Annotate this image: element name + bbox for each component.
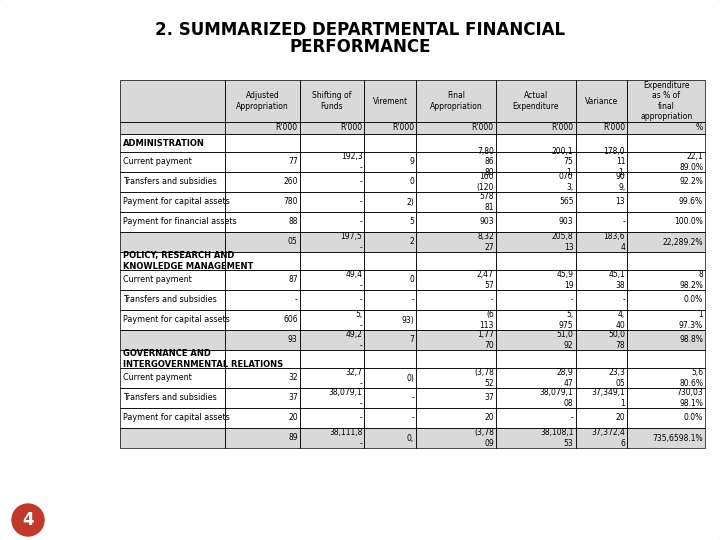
Bar bbox=[416, 350, 496, 368]
Text: -: - bbox=[411, 295, 414, 305]
Bar bbox=[627, 290, 705, 310]
Text: 565: 565 bbox=[559, 198, 574, 206]
Bar bbox=[225, 428, 300, 448]
Bar bbox=[120, 80, 225, 122]
Text: R'000: R'000 bbox=[276, 124, 297, 132]
Bar bbox=[300, 350, 364, 368]
Bar bbox=[496, 330, 575, 350]
Text: 49,2
-: 49,2 - bbox=[346, 330, 362, 350]
Bar bbox=[300, 212, 364, 232]
Bar bbox=[120, 388, 225, 408]
Bar bbox=[120, 252, 705, 270]
Bar bbox=[627, 192, 705, 212]
Text: 45,1
38: 45,1 38 bbox=[608, 271, 626, 289]
Text: 4,
40: 4, 40 bbox=[616, 310, 626, 330]
Text: -: - bbox=[491, 295, 494, 305]
Bar bbox=[627, 310, 705, 330]
Text: 87: 87 bbox=[288, 275, 297, 285]
Text: 89: 89 bbox=[288, 434, 297, 442]
Bar bbox=[225, 270, 300, 290]
Bar bbox=[627, 172, 705, 192]
Bar bbox=[627, 122, 705, 134]
Bar bbox=[416, 428, 496, 448]
Text: Payment for capital assets: Payment for capital assets bbox=[123, 414, 230, 422]
Bar bbox=[225, 252, 300, 270]
Bar bbox=[225, 80, 300, 122]
Text: Final
Appropriation: Final Appropriation bbox=[430, 91, 482, 111]
Text: -: - bbox=[360, 295, 362, 305]
Bar bbox=[627, 428, 705, 448]
Text: (3,78
52: (3,78 52 bbox=[474, 368, 494, 388]
Bar bbox=[364, 80, 416, 122]
Bar bbox=[225, 192, 300, 212]
Bar bbox=[575, 172, 627, 192]
Text: 730,03
98.1%: 730,03 98.1% bbox=[676, 388, 703, 408]
Text: 38,111,8
-: 38,111,8 - bbox=[329, 428, 362, 448]
Bar bbox=[575, 122, 627, 134]
Text: 20: 20 bbox=[288, 414, 297, 422]
Text: 578
81: 578 81 bbox=[480, 192, 494, 212]
Bar bbox=[627, 152, 705, 172]
Text: -: - bbox=[360, 414, 362, 422]
Text: 2,47
57: 2,47 57 bbox=[477, 271, 494, 289]
Bar bbox=[575, 368, 627, 388]
Bar bbox=[364, 428, 416, 448]
Text: R'000: R'000 bbox=[603, 124, 626, 132]
Bar bbox=[575, 270, 627, 290]
Text: 903: 903 bbox=[559, 218, 574, 226]
Bar bbox=[575, 212, 627, 232]
Bar bbox=[120, 368, 225, 388]
Text: Payment for capital assets: Payment for capital assets bbox=[123, 198, 230, 206]
Bar bbox=[225, 310, 300, 330]
Text: Transfers and subsidies: Transfers and subsidies bbox=[123, 394, 217, 402]
Text: 8,32
27: 8,32 27 bbox=[477, 232, 494, 252]
Text: ADMINISTRATION: ADMINISTRATION bbox=[123, 138, 205, 147]
Text: 93: 93 bbox=[288, 335, 297, 345]
Text: 90
9,: 90 9, bbox=[616, 172, 626, 192]
Text: 070
3,: 070 3, bbox=[559, 172, 574, 192]
Text: 780: 780 bbox=[283, 198, 297, 206]
Bar bbox=[364, 192, 416, 212]
Text: Current payment: Current payment bbox=[123, 158, 192, 166]
Bar bbox=[225, 290, 300, 310]
Text: 38,079,1
-: 38,079,1 - bbox=[328, 388, 362, 408]
Bar bbox=[627, 212, 705, 232]
Bar bbox=[120, 172, 225, 192]
Bar bbox=[496, 290, 575, 310]
Bar bbox=[364, 172, 416, 192]
Bar bbox=[416, 232, 496, 252]
Bar bbox=[627, 388, 705, 408]
Text: -: - bbox=[571, 295, 574, 305]
Bar bbox=[575, 252, 627, 270]
Bar bbox=[575, 290, 627, 310]
Text: Actual
Expenditure: Actual Expenditure bbox=[513, 91, 559, 111]
Bar bbox=[575, 350, 627, 368]
Text: 205,8
13: 205,8 13 bbox=[552, 232, 574, 252]
Bar bbox=[496, 368, 575, 388]
Text: 200,1
75
1,: 200,1 75 1, bbox=[552, 147, 574, 177]
Text: 8
98.2%: 8 98.2% bbox=[679, 271, 703, 289]
Bar bbox=[496, 350, 575, 368]
Bar bbox=[120, 122, 225, 134]
Bar bbox=[225, 232, 300, 252]
Text: 13: 13 bbox=[616, 198, 626, 206]
Bar bbox=[300, 252, 364, 270]
Text: GOVERNANCE AND
INTERGOVERNMENTAL RELATIONS: GOVERNANCE AND INTERGOVERNMENTAL RELATIO… bbox=[123, 349, 283, 369]
Text: 51,0
92: 51,0 92 bbox=[557, 330, 574, 350]
Text: Payment for capital assets: Payment for capital assets bbox=[123, 315, 230, 325]
Bar bbox=[364, 152, 416, 172]
Bar bbox=[496, 192, 575, 212]
Bar bbox=[496, 80, 575, 122]
Bar bbox=[225, 368, 300, 388]
Bar bbox=[120, 330, 225, 350]
Text: 2. SUMMARIZED DEPARTMENTAL FINANCIAL: 2. SUMMARIZED DEPARTMENTAL FINANCIAL bbox=[155, 21, 565, 39]
Text: 192,3
-: 192,3 - bbox=[341, 152, 362, 172]
Bar bbox=[627, 232, 705, 252]
Text: Variance: Variance bbox=[585, 97, 618, 105]
Bar bbox=[225, 388, 300, 408]
Text: 45,9
19: 45,9 19 bbox=[557, 271, 574, 289]
Bar bbox=[225, 152, 300, 172]
Bar bbox=[225, 350, 300, 368]
Text: 37,349,1
1: 37,349,1 1 bbox=[591, 388, 626, 408]
